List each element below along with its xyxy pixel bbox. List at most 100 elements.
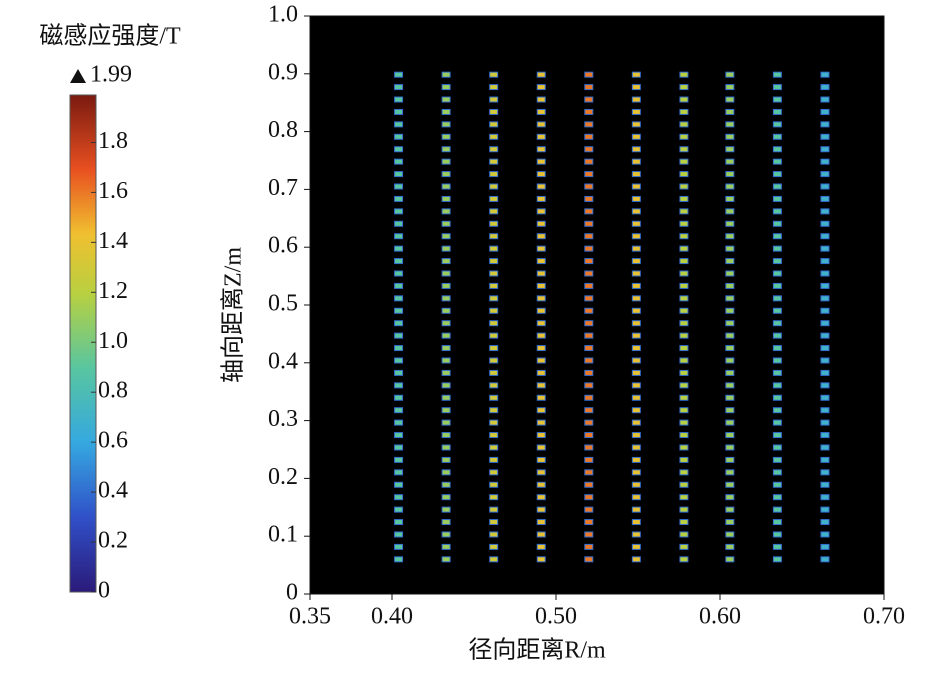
coil-cell-edge: [536, 195, 546, 202]
coil-cell-edge: [772, 543, 782, 550]
coil-cell-edge: [679, 108, 689, 115]
coil-cell: [537, 494, 546, 500]
coil-cell: [632, 233, 641, 239]
coil-cell: [537, 345, 546, 351]
coil-cell: [489, 196, 498, 202]
colorbar-tick-label: 0.4: [98, 478, 128, 504]
coil-cell: [773, 519, 782, 525]
coil-cell: [584, 196, 593, 202]
coil-cell-edge: [584, 519, 594, 526]
coil-cell: [820, 196, 829, 202]
coil-cell: [679, 507, 688, 513]
coil-cell: [394, 556, 403, 562]
coil-cell-edge: [725, 108, 735, 115]
coil-cell: [442, 134, 451, 140]
coil-cell-edge: [820, 345, 830, 352]
coil-cell-edge: [394, 357, 404, 364]
coil-cell: [725, 208, 734, 214]
coil-cell-edge: [536, 121, 546, 128]
coil-cell-edge: [584, 556, 594, 563]
coil-cell-edge: [679, 307, 689, 314]
coil-cell-edge: [631, 233, 641, 240]
coil-cell: [679, 109, 688, 115]
coil-cell: [537, 457, 546, 463]
coil-cell: [394, 134, 403, 140]
coil-cell: [725, 519, 734, 525]
coil-cell: [442, 208, 451, 214]
coil-cell: [820, 283, 829, 289]
coil-cell: [820, 544, 829, 550]
coil-cell-edge: [679, 394, 689, 401]
coil-cell: [584, 308, 593, 314]
coil-cell-edge: [441, 519, 451, 526]
coil-cell-edge: [584, 183, 594, 190]
coil-cell-edge: [772, 556, 782, 563]
coil-cell-edge: [820, 494, 830, 501]
coil-cell: [537, 146, 546, 152]
coil-cell-edge: [725, 531, 735, 538]
coil-cell-edge: [394, 270, 404, 277]
coil-cell: [820, 134, 829, 140]
x-tick-label: 0.60: [699, 604, 741, 630]
coil-cell: [537, 283, 546, 289]
coil-cell: [394, 184, 403, 190]
coil-cell: [632, 184, 641, 190]
coil-cell-edge: [725, 419, 735, 426]
coil-cell: [679, 283, 688, 289]
coil-cell: [820, 395, 829, 401]
coil-cell-edge: [631, 357, 641, 364]
coil-cell: [773, 184, 782, 190]
coil-cell-edge: [584, 419, 594, 426]
coil-cell-edge: [394, 220, 404, 227]
coil-cell-edge: [820, 146, 830, 153]
coil-cell-edge: [725, 208, 735, 215]
coil-cell: [725, 146, 734, 152]
coil-cell-edge: [631, 382, 641, 389]
coil-cell-edge: [772, 469, 782, 476]
coil-cell: [442, 233, 451, 239]
coil-cell: [442, 295, 451, 301]
coil-cell-edge: [772, 407, 782, 414]
coil-cell: [489, 295, 498, 301]
coil-cell: [537, 208, 546, 214]
colorbar-tick-label: 0.6: [98, 428, 128, 454]
coil-cell-edge: [536, 556, 546, 563]
coil-cell: [537, 395, 546, 401]
coil-cell-edge: [584, 543, 594, 550]
coil-cell-edge: [820, 133, 830, 140]
coil-cell-edge: [394, 444, 404, 451]
coil-cell-edge: [679, 121, 689, 128]
coil-cell: [394, 320, 403, 326]
coil-cell-edge: [772, 307, 782, 314]
coil-cell: [394, 270, 403, 276]
y-tick-label: 0.9: [268, 59, 298, 85]
coil-cell: [773, 357, 782, 363]
coil-cell: [773, 221, 782, 227]
coil-cell-edge: [489, 481, 499, 488]
coil-cell-edge: [725, 133, 735, 140]
coil-cell-edge: [394, 481, 404, 488]
coil-cell: [394, 84, 403, 90]
coil-cell-edge: [772, 456, 782, 463]
coil-cell: [820, 121, 829, 127]
coil-cell: [394, 432, 403, 438]
coil-cell: [725, 97, 734, 103]
coil-cell-edge: [489, 295, 499, 302]
coil-cell: [773, 395, 782, 401]
x-tick-label: 0.40: [371, 604, 413, 630]
coil-cell-edge: [725, 96, 735, 103]
coil-cell-edge: [584, 506, 594, 513]
coil-cell: [584, 407, 593, 413]
coil-cell: [725, 370, 734, 376]
coil-cell-edge: [820, 208, 830, 215]
coil-cell-edge: [725, 357, 735, 364]
coil-cell-edge: [536, 506, 546, 513]
coil-cell-edge: [584, 96, 594, 103]
y-tick-label: 0.6: [268, 233, 298, 259]
coil-cell: [725, 345, 734, 351]
coil-cell-edge: [631, 121, 641, 128]
coil-cell-edge: [725, 320, 735, 327]
coil-cell: [725, 72, 734, 78]
colorbar-max-label: 1.99: [90, 62, 132, 88]
coil-cell: [489, 308, 498, 314]
